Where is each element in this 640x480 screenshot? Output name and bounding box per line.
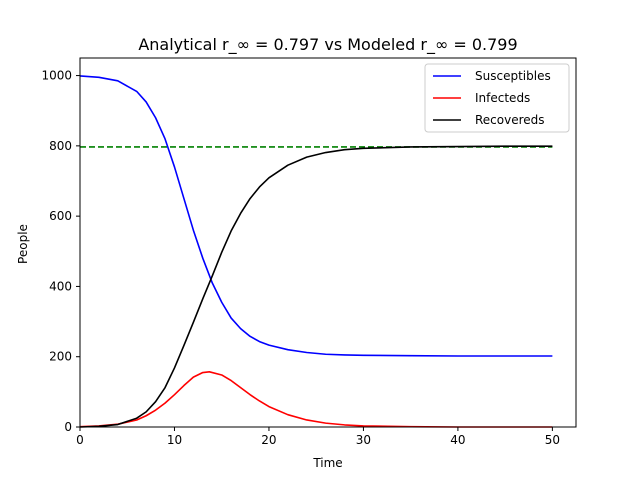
y-tick-label: 400 — [49, 279, 72, 293]
y-tick-label: 200 — [49, 350, 72, 364]
x-tick-label: 0 — [76, 433, 84, 447]
axes-frame — [79, 57, 577, 428]
legend-label: Recovereds — [475, 113, 545, 127]
legend: Susceptibles Infecteds Recovereds — [424, 63, 570, 133]
y-tick-label: 800 — [49, 139, 72, 153]
legend-label: Susceptibles — [475, 69, 551, 83]
chart-title: Analytical r_∞ = 0.797 vs Modeled r_∞ = … — [138, 35, 517, 55]
y-tick-label: 600 — [49, 209, 72, 223]
x-axis: 0 10 20 30 40 50 — [76, 427, 560, 447]
plot-area — [79, 57, 577, 428]
series-line-susceptibles — [79, 75, 553, 357]
legend-label: Infecteds — [475, 91, 530, 105]
series-line-recovereds — [79, 145, 553, 428]
y-axis: 0 200 400 600 800 1000 — [41, 69, 80, 434]
y-tick-label: 0 — [64, 420, 72, 434]
x-tick-label: 30 — [356, 433, 371, 447]
x-tick-label: 40 — [450, 433, 465, 447]
x-axis-label: Time — [312, 456, 342, 470]
x-tick-label: 50 — [545, 433, 560, 447]
legend-box — [424, 63, 570, 133]
series-line-infecteds — [79, 371, 553, 428]
y-tick-label: 1000 — [41, 69, 72, 83]
x-tick-label: 20 — [261, 433, 276, 447]
y-axis-label: People — [16, 224, 30, 264]
x-tick-label: 10 — [167, 433, 182, 447]
